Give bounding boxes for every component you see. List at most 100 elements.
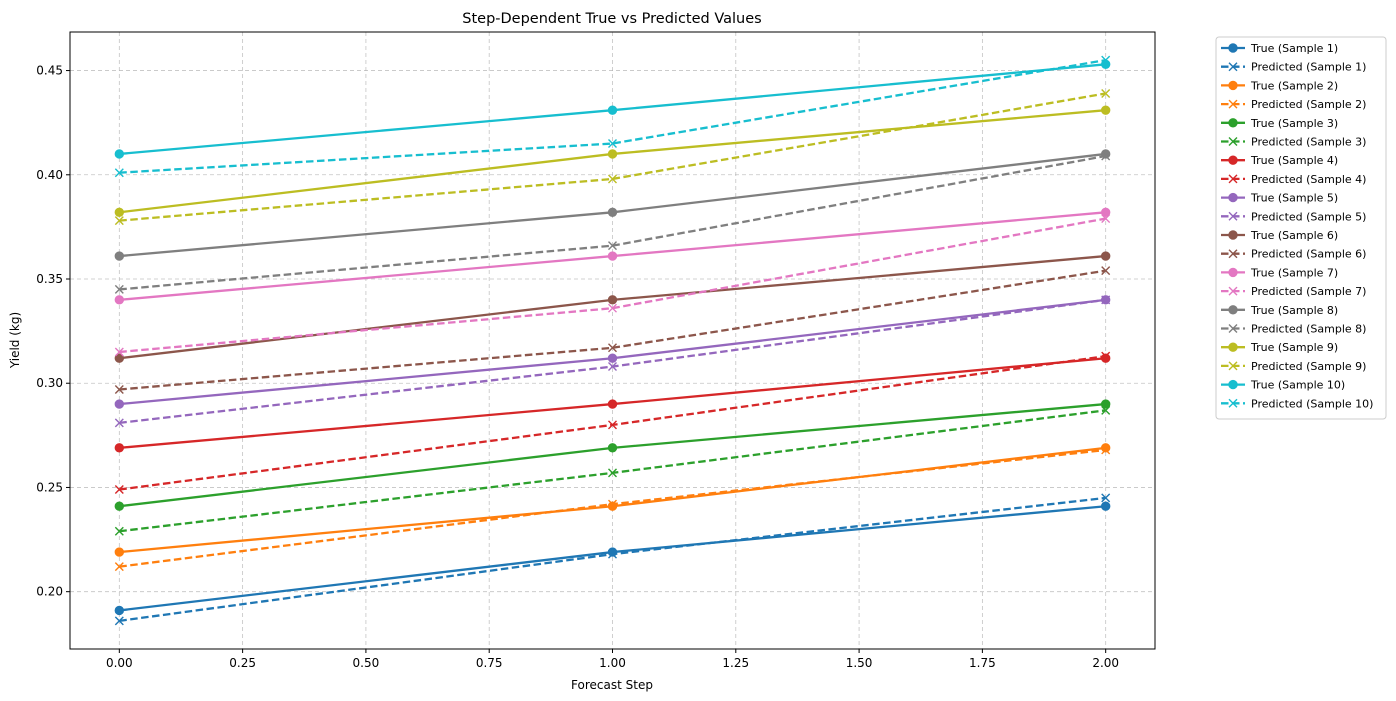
- data-point: [608, 241, 617, 251]
- series-line: [119, 152, 1106, 258]
- data-point: [1101, 88, 1111, 98]
- legend-label: Predicted (Sample 2): [1251, 98, 1366, 111]
- legend-item: Predicted (Sample 10): [1221, 397, 1373, 410]
- series-7: [114, 353, 1111, 453]
- data-point: [114, 353, 125, 363]
- data-point: [114, 168, 124, 178]
- data-point: [607, 295, 618, 305]
- legend-label: Predicted (Sample 5): [1251, 210, 1366, 223]
- legend-label: True (Sample 4): [1250, 154, 1338, 167]
- series-13: [114, 207, 1111, 305]
- legend-item: Predicted (Sample 5): [1221, 210, 1366, 223]
- data-point: [1100, 399, 1111, 409]
- legend-label: True (Sample 1): [1250, 42, 1338, 55]
- data-point: [608, 499, 617, 509]
- legend-label: Predicted (Sample 4): [1251, 173, 1366, 186]
- legend-marker: [1228, 174, 1238, 184]
- x-tick-label: 1.50: [846, 656, 873, 670]
- data-point: [1100, 105, 1111, 115]
- axis-ticks: 0.00 0.25 0.50 0.75 1.00 1.25 1.50 1.75 2.00 0.20…: [36, 64, 1119, 670]
- data-point: [114, 547, 125, 557]
- y-tick-label: 0.20: [36, 585, 63, 599]
- data-point: [607, 399, 618, 409]
- legend-item: Predicted (Sample 9): [1221, 360, 1366, 373]
- legend-marker: [1228, 286, 1238, 296]
- data-point: [1100, 251, 1111, 261]
- legend-marker: [1228, 324, 1238, 333]
- legend-label: Predicted (Sample 7): [1251, 285, 1366, 298]
- data-point: [608, 174, 617, 184]
- data-point: [114, 384, 124, 394]
- y-tick-label: 0.40: [36, 168, 63, 182]
- data-point: [1100, 207, 1111, 218]
- data-point: [607, 105, 618, 115]
- data-point: [114, 443, 125, 453]
- x-tick-label: 1.25: [722, 656, 749, 670]
- legend-item: True (Sample 8): [1221, 304, 1338, 317]
- x-tick-label: 0.00: [106, 656, 133, 670]
- data-point: [1101, 405, 1111, 415]
- data-point: [607, 149, 618, 159]
- data-point: [114, 562, 124, 572]
- series-4: [114, 445, 1111, 572]
- series-8: [114, 351, 1111, 495]
- data-point: [608, 139, 617, 149]
- legend-marker: [1228, 211, 1238, 221]
- data-point: [114, 605, 125, 616]
- x-tick-label: 2.00: [1092, 656, 1119, 670]
- data-point: [1100, 501, 1111, 511]
- series-9: [114, 295, 1111, 409]
- data-point: [1101, 295, 1111, 305]
- legend-marker: [1228, 192, 1238, 203]
- data-point: [1101, 214, 1111, 224]
- legend-label: Predicted (Sample 9): [1251, 360, 1366, 373]
- legend-label: Predicted (Sample 10): [1251, 397, 1373, 410]
- series-14: [114, 214, 1111, 357]
- legend-label: Predicted (Sample 1): [1251, 61, 1366, 74]
- series-18: [114, 88, 1111, 226]
- data-point: [114, 284, 124, 294]
- legend-item: True (Sample 10): [1221, 379, 1345, 392]
- series-line: [119, 92, 1106, 222]
- legend-marker: [1228, 118, 1238, 128]
- legend-item: Predicted (Sample 7): [1221, 285, 1366, 298]
- x-tick-label: 0.50: [353, 656, 380, 670]
- data-point: [607, 443, 618, 453]
- legend-label: True (Sample 5): [1250, 192, 1338, 205]
- data-point: [114, 501, 125, 511]
- data-point: [114, 616, 124, 626]
- legend-label: True (Sample 9): [1250, 341, 1338, 354]
- data-point: [607, 353, 618, 363]
- legend-item: Predicted (Sample 8): [1221, 323, 1366, 336]
- legend-box: [1215, 36, 1387, 420]
- data-point: [608, 468, 617, 478]
- series-line: [119, 269, 1106, 391]
- data-point: [1101, 55, 1111, 65]
- legend-item: Predicted (Sample 4): [1221, 173, 1366, 186]
- legend-marker: [1228, 398, 1238, 408]
- legend-item: Predicted (Sample 6): [1221, 248, 1366, 261]
- legend-item: True (Sample 1): [1221, 42, 1338, 55]
- data-point: [1101, 266, 1111, 276]
- data-point: [608, 362, 617, 372]
- data-point: [608, 420, 617, 430]
- series-2: [114, 493, 1111, 626]
- y-axis-label: Yield (kg): [8, 312, 22, 369]
- legend-item: True (Sample 9): [1221, 341, 1338, 354]
- data-point: [1101, 445, 1111, 455]
- legend-marker: [1228, 137, 1238, 146]
- legend-item: True (Sample 6): [1221, 229, 1338, 242]
- legend-item: Predicted (Sample 1): [1221, 61, 1366, 74]
- series-12: [114, 266, 1111, 394]
- series-17: [114, 105, 1111, 218]
- data-point: [114, 251, 125, 261]
- legend-marker: [1228, 43, 1238, 53]
- series-6: [114, 405, 1111, 536]
- legend-item: True (Sample 5): [1221, 192, 1338, 205]
- data-point: [1101, 493, 1111, 503]
- legend-item: Predicted (Sample 3): [1221, 136, 1366, 149]
- grid: [70, 32, 1155, 649]
- x-tick-label: 1.00: [599, 656, 626, 670]
- legend-label: True (Sample 10): [1250, 379, 1345, 392]
- series-10: [114, 295, 1111, 428]
